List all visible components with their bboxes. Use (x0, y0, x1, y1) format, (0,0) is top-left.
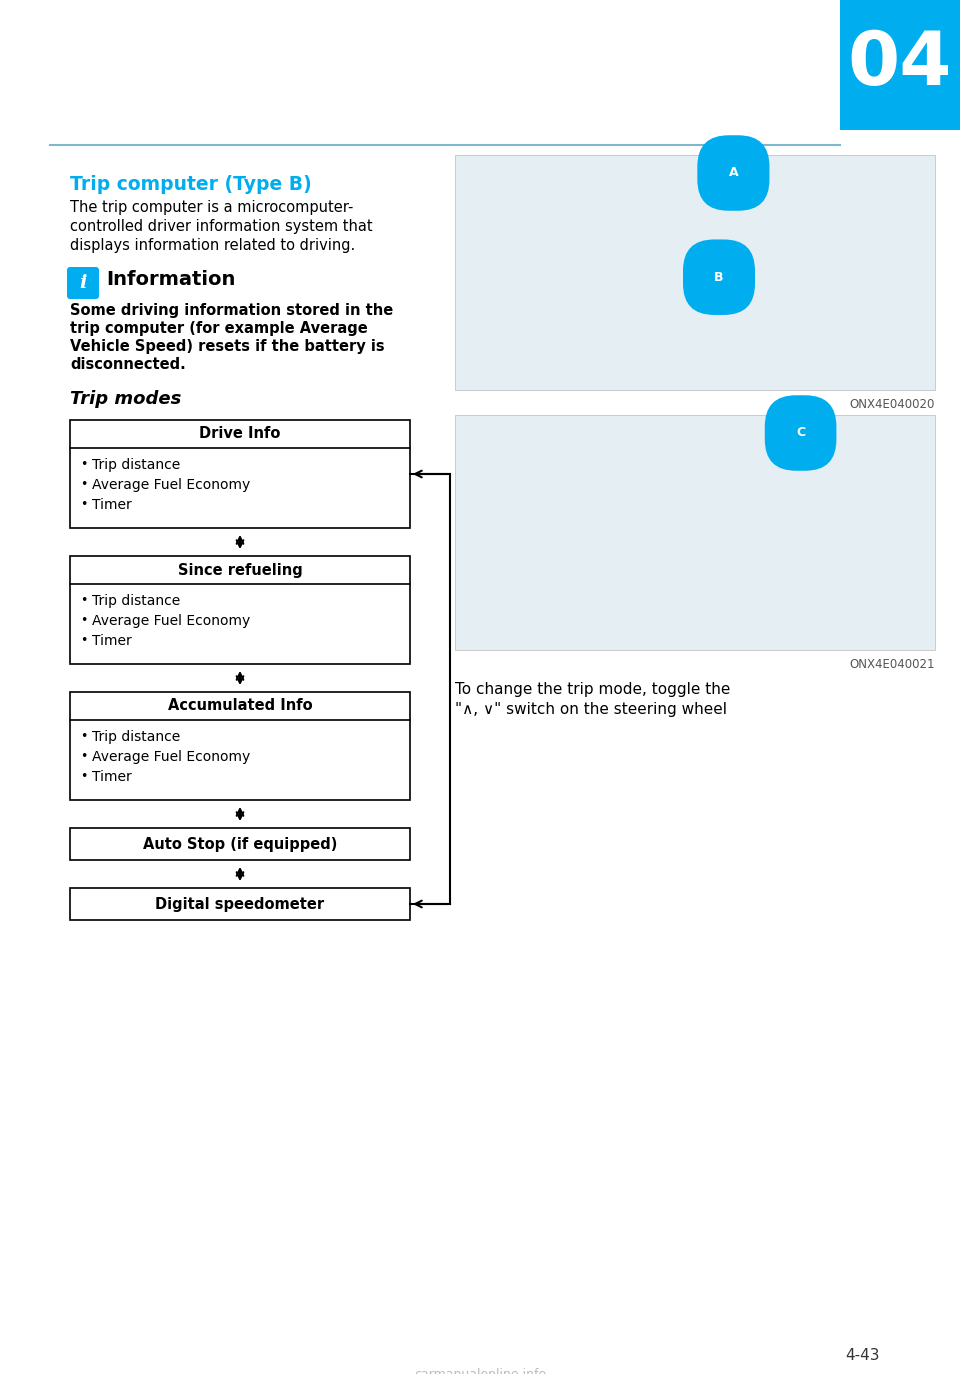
Text: disconnected.: disconnected. (70, 357, 185, 372)
Text: •: • (80, 750, 87, 763)
Bar (70, 888, 410, 921)
Text: displays information related to driving.: displays information related to driving. (70, 238, 355, 253)
Text: controlled driver information system that: controlled driver information system tha… (70, 218, 372, 234)
Text: Information: Information (106, 271, 235, 289)
Text: 4-43: 4-43 (846, 1348, 880, 1363)
Text: Timer: Timer (92, 769, 132, 785)
Text: Average Fuel Economy: Average Fuel Economy (92, 478, 251, 492)
Text: To change the trip mode, toggle the: To change the trip mode, toggle the (455, 682, 731, 697)
Text: ONX4E040020: ONX4E040020 (850, 398, 935, 411)
Text: Drive Info: Drive Info (200, 426, 280, 441)
Text: Auto Stop (if equipped): Auto Stop (if equipped) (143, 837, 337, 852)
Text: •: • (80, 633, 87, 647)
Text: trip computer (for example Average: trip computer (for example Average (70, 322, 368, 337)
Text: Some driving information stored in the: Some driving information stored in the (70, 304, 394, 317)
Text: •: • (80, 769, 87, 783)
Text: Since refueling: Since refueling (178, 562, 302, 577)
Text: i: i (80, 273, 86, 293)
Bar (70, 556, 410, 664)
Text: carmanualonline.info: carmanualonline.info (414, 1369, 546, 1374)
Text: •: • (80, 614, 87, 627)
Text: ONX4E040021: ONX4E040021 (850, 658, 935, 671)
Text: "∧, ∨" switch on the steering wheel: "∧, ∨" switch on the steering wheel (455, 702, 727, 717)
Text: C: C (796, 426, 805, 440)
Bar (70, 692, 410, 800)
Text: Average Fuel Economy: Average Fuel Economy (92, 750, 251, 764)
Text: •: • (80, 497, 87, 511)
FancyBboxPatch shape (67, 267, 99, 300)
Text: Trip modes: Trip modes (70, 390, 181, 408)
Text: 04: 04 (848, 29, 952, 102)
Text: Vehicle Speed) resets if the battery is: Vehicle Speed) resets if the battery is (70, 339, 385, 354)
Text: •: • (80, 730, 87, 743)
Text: Trip distance: Trip distance (92, 594, 180, 609)
Bar (455, 155, 935, 390)
Text: Accumulated Info: Accumulated Info (168, 698, 312, 713)
Text: Digital speedometer: Digital speedometer (156, 896, 324, 911)
Text: •: • (80, 478, 87, 491)
Text: •: • (80, 458, 87, 471)
Text: A: A (729, 166, 738, 180)
Bar (70, 829, 410, 860)
Text: Timer: Timer (92, 497, 132, 513)
Text: Trip computer (Type B): Trip computer (Type B) (70, 174, 312, 194)
Text: B: B (714, 271, 724, 283)
Text: Average Fuel Economy: Average Fuel Economy (92, 614, 251, 628)
Text: Trip distance: Trip distance (92, 730, 180, 743)
Bar (70, 420, 410, 528)
Bar (455, 415, 935, 650)
Text: Timer: Timer (92, 633, 132, 649)
Text: •: • (80, 594, 87, 607)
Bar (840, 0, 960, 131)
Text: Trip distance: Trip distance (92, 458, 180, 473)
Text: The trip computer is a microcomputer-: The trip computer is a microcomputer- (70, 201, 353, 214)
